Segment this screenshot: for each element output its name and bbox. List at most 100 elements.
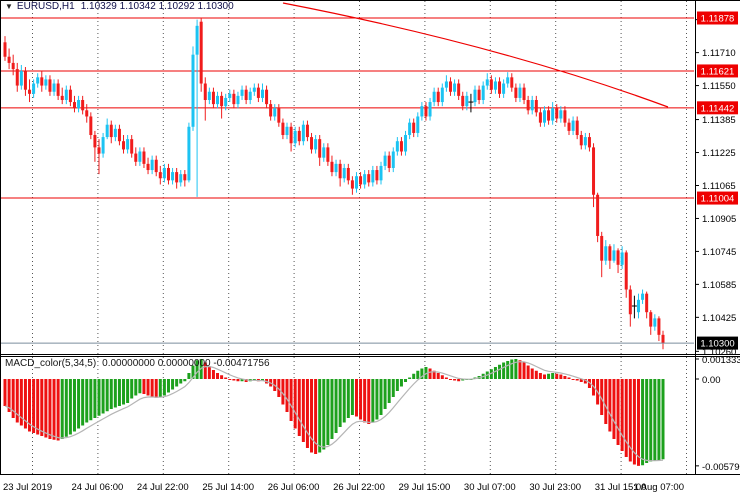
candle-body bbox=[436, 91, 440, 103]
macd-bar bbox=[216, 373, 220, 379]
macd-bar bbox=[19, 379, 23, 426]
candle-body bbox=[232, 93, 236, 105]
macd-bar bbox=[502, 362, 506, 379]
macd-bar bbox=[432, 370, 436, 379]
macd-bar bbox=[310, 379, 314, 453]
candle-body bbox=[28, 89, 32, 94]
macd-bar bbox=[416, 370, 420, 379]
candle-body bbox=[64, 89, 68, 100]
macd-bar bbox=[579, 379, 583, 382]
macd-bar bbox=[555, 373, 559, 379]
macd-scale-label: 0.0013330 bbox=[702, 355, 740, 366]
candle-body bbox=[334, 163, 338, 173]
macd-bar bbox=[138, 379, 142, 394]
candle-body bbox=[32, 83, 36, 94]
macd-bar bbox=[48, 379, 52, 439]
candle-body bbox=[44, 79, 48, 86]
candle-body bbox=[375, 170, 379, 181]
candle-body bbox=[628, 289, 632, 315]
macd-bar bbox=[179, 379, 183, 384]
macd-bar bbox=[244, 379, 248, 382]
macd-bar bbox=[158, 379, 162, 397]
candle-body bbox=[489, 79, 493, 90]
macd-bar bbox=[649, 379, 653, 462]
candle-body bbox=[612, 250, 616, 261]
candle-body bbox=[416, 116, 420, 133]
candle-body bbox=[604, 246, 608, 261]
candle-body bbox=[224, 97, 228, 107]
candle-body bbox=[444, 81, 448, 88]
macd-bar bbox=[301, 379, 305, 442]
macd-bar bbox=[350, 379, 354, 415]
current-price-badge bbox=[697, 336, 738, 350]
candle-body bbox=[350, 180, 354, 189]
macd-bar bbox=[314, 379, 318, 454]
macd-bar bbox=[224, 377, 228, 379]
candle-body bbox=[649, 312, 653, 327]
candle-body bbox=[363, 174, 367, 185]
macd-bar bbox=[52, 379, 56, 440]
candle-body bbox=[473, 89, 477, 103]
price-scale-area[interactable] bbox=[696, 0, 740, 474]
candle-body bbox=[101, 137, 105, 154]
macd-bar bbox=[293, 379, 297, 429]
candle-body bbox=[338, 163, 342, 179]
macd-indicator-label: MACD_color(5,34,5) bbox=[5, 358, 97, 369]
candle-body bbox=[293, 130, 297, 144]
price-level-badge-label: 1.11442 bbox=[701, 103, 735, 114]
macd-bar bbox=[424, 367, 428, 379]
macd-bar bbox=[322, 379, 326, 450]
candle-body bbox=[297, 130, 301, 142]
symbol-dropdown-icon[interactable]: ▼ bbox=[5, 2, 13, 11]
macd-bar bbox=[232, 379, 236, 381]
macd-bar bbox=[653, 379, 657, 461]
candle-body bbox=[542, 110, 546, 123]
candle-body bbox=[265, 89, 269, 105]
trendline bbox=[282, 2, 669, 108]
macd-bar bbox=[420, 368, 424, 379]
time-scale-area[interactable] bbox=[0, 475, 740, 500]
time-axis-label: 24 Jul 22:00 bbox=[137, 482, 189, 493]
time-axis-label: 29 Jul 15:00 bbox=[399, 482, 451, 493]
candle-body bbox=[36, 77, 40, 84]
macd-bar bbox=[371, 379, 375, 423]
candle-body bbox=[391, 151, 395, 168]
candle-body bbox=[252, 87, 256, 92]
candle-body bbox=[158, 172, 162, 179]
macd-header: MACD_color(5,34,5) 0.00000000 0.00000000 … bbox=[5, 358, 270, 369]
candle-body bbox=[105, 124, 109, 138]
macd-bar bbox=[408, 377, 412, 379]
macd-bar bbox=[506, 361, 510, 379]
macd-bar bbox=[166, 379, 170, 393]
candle-body bbox=[48, 79, 52, 92]
candle-body bbox=[23, 71, 27, 90]
price-tick-label: 1.11385 bbox=[702, 115, 736, 126]
macd-bar bbox=[498, 364, 502, 379]
time-axis-label: 26 Jul 22:00 bbox=[333, 482, 385, 493]
macd-bar bbox=[289, 379, 293, 421]
macd-bar bbox=[77, 379, 81, 429]
macd-bar bbox=[81, 379, 85, 426]
macd-bar bbox=[113, 379, 117, 408]
macd-bar bbox=[7, 379, 11, 412]
macd-bar bbox=[399, 379, 403, 387]
candle-body bbox=[15, 69, 19, 86]
candle-body bbox=[191, 54, 195, 127]
macd-signal-line bbox=[4, 361, 664, 462]
macd-bar bbox=[334, 379, 338, 433]
candle-body bbox=[653, 318, 657, 327]
candle-body bbox=[203, 83, 207, 100]
macd-bar bbox=[526, 365, 530, 379]
candle-body bbox=[330, 161, 334, 173]
candle-body bbox=[248, 91, 252, 100]
candle-body bbox=[587, 137, 591, 148]
price-level-badge-label: 1.11878 bbox=[701, 14, 735, 25]
macd-bar bbox=[203, 362, 207, 379]
macd-bar bbox=[23, 379, 27, 429]
candle-body bbox=[583, 137, 587, 146]
macd-bar bbox=[85, 379, 89, 423]
macd-bar bbox=[240, 379, 244, 382]
macd-bar bbox=[600, 379, 604, 415]
